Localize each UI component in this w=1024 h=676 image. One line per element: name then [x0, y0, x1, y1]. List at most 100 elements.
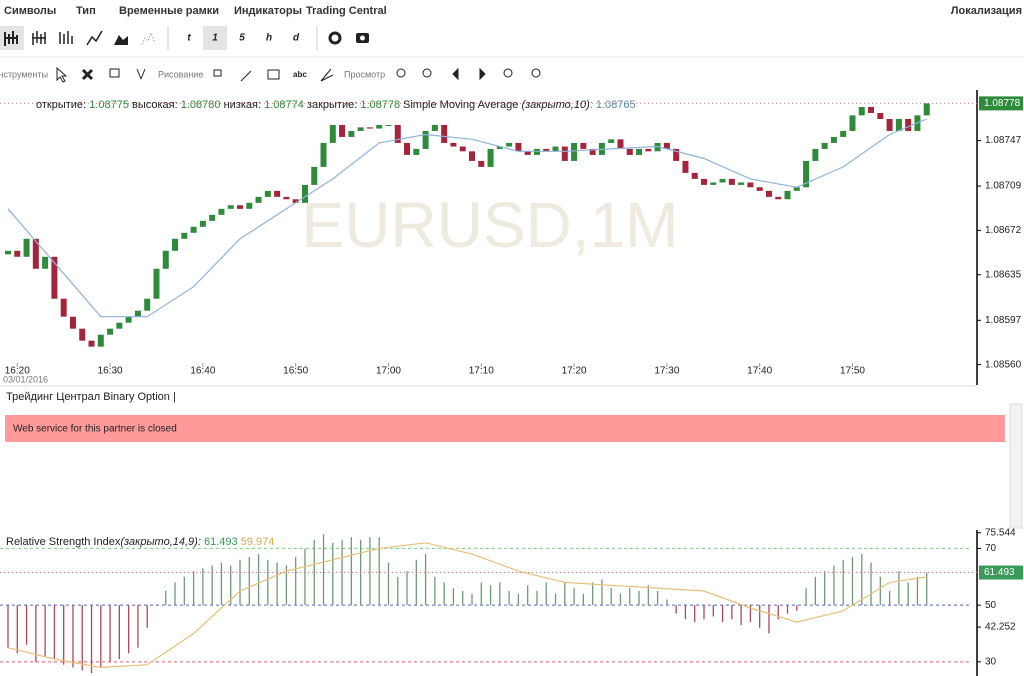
candle: [348, 130, 355, 137]
candle: [478, 160, 485, 167]
candle: [803, 160, 810, 188]
y-tick-label: 70: [985, 543, 997, 554]
y-tick-label: 30: [985, 656, 997, 667]
y-tick-label: 42.252: [985, 622, 1016, 633]
x-tick-label: 17:50: [840, 366, 865, 377]
candle: [765, 190, 772, 197]
candle: [79, 328, 86, 341]
icon-dots[interactable]: [141, 31, 156, 45]
icon-right[interactable]: [479, 67, 486, 81]
candle: [719, 178, 726, 183]
candle: [172, 238, 179, 251]
menu-item[interactable]: Индикаторы: [234, 5, 302, 17]
candle: [756, 187, 763, 191]
icon-hlc[interactable]: [59, 31, 73, 44]
icon-line[interactable]: [86, 30, 103, 46]
candle: [728, 178, 735, 185]
menu-item[interactable]: Символы: [4, 5, 56, 17]
candle: [682, 160, 689, 173]
candle: [246, 202, 253, 209]
timeframe-button[interactable]: h: [266, 33, 272, 44]
menu-item[interactable]: Trading Central: [306, 5, 387, 17]
alert-message: Web service for this partner is closed: [13, 424, 177, 435]
candle: [849, 115, 856, 131]
label: низкая:: [224, 99, 261, 111]
candle: [450, 142, 457, 147]
icon-trendline[interactable]: [240, 70, 252, 82]
candle: [533, 148, 540, 155]
icon-zoom-out[interactable]: [422, 68, 432, 78]
candle: [218, 208, 225, 215]
candle: [654, 142, 661, 152]
timeframe-button[interactable]: 5: [239, 33, 245, 44]
icon-select[interactable]: [109, 68, 120, 78]
candle: [580, 142, 587, 149]
candle: [153, 268, 160, 299]
x-tick-label: 16:20: [5, 366, 30, 377]
candle: [394, 124, 401, 143]
timeframe-button[interactable]: 1: [212, 33, 218, 44]
menu-item[interactable]: Временные рамки: [119, 5, 219, 17]
candle: [237, 205, 243, 209]
candle: [14, 250, 21, 257]
candle: [710, 182, 717, 185]
icon-settings[interactable]: [328, 31, 342, 45]
params: (закрыто,14,9):: [120, 536, 201, 548]
icon-copy[interactable]: [213, 69, 222, 77]
candle: [42, 256, 49, 269]
candle: [747, 182, 754, 188]
icon-cursor[interactable]: [56, 66, 68, 83]
timeframe-button[interactable]: d: [293, 33, 300, 44]
candle: [60, 298, 67, 317]
candle: [812, 148, 819, 161]
x-tick-label: 17:00: [376, 366, 401, 377]
rsi-chart: 75.544 70 50 42.252 30 61.493: [0, 527, 1023, 676]
icon-delete[interactable]: [81, 68, 94, 81]
icon-bars[interactable]: [32, 31, 46, 45]
active-button[interactable]: [203, 26, 227, 50]
candle: [366, 127, 373, 129]
candle: [283, 196, 290, 200]
icon-left[interactable]: [452, 67, 459, 81]
candle: [431, 124, 438, 131]
rsi-signal: [7, 542, 927, 669]
icon-rect[interactable]: [267, 69, 280, 80]
candle: [571, 142, 578, 161]
x-tick-label: 16:40: [190, 366, 215, 377]
candle: [320, 142, 327, 167]
y-tick-label: 50: [985, 600, 997, 611]
icon-zoom-in[interactable]: [396, 68, 406, 78]
candle: [292, 199, 299, 203]
candle: [413, 148, 420, 155]
candle: [487, 148, 494, 167]
timeframe-button[interactable]: t: [187, 33, 191, 44]
toolbar-label: Просмотр: [344, 69, 385, 79]
value: 1.08780: [181, 99, 221, 111]
icon-text[interactable]: abc: [293, 70, 307, 79]
icon-area[interactable]: [114, 35, 128, 45]
icon-magnet[interactable]: [136, 68, 146, 80]
value: 59.974: [241, 536, 275, 548]
label: высокая:: [132, 99, 178, 111]
candle: [404, 142, 411, 155]
icon-zoom-reset[interactable]: [531, 68, 541, 78]
icon-zoom-fit[interactable]: [503, 68, 513, 78]
candle: [868, 106, 875, 113]
menu-item[interactable]: Локализация: [951, 5, 1022, 17]
rsi-header: Relative Strength Index(закрыто,14,9): 6…: [6, 536, 274, 548]
icon-fib[interactable]: [320, 68, 334, 82]
candle: [663, 142, 670, 149]
chart-type-toolbar: t 1 5 h d: [0, 26, 369, 50]
candle: [125, 316, 132, 323]
x-tick-label: 17:10: [469, 366, 494, 377]
candle: [506, 142, 513, 147]
menu-item[interactable]: Тип: [76, 5, 96, 17]
value: 61.493: [204, 536, 238, 548]
candle: [301, 184, 308, 203]
candle: [515, 142, 522, 152]
candle: [144, 298, 151, 311]
scrollbar[interactable]: [1009, 403, 1023, 529]
candle: [339, 124, 346, 137]
candle: [255, 196, 262, 203]
current-price-badge: [979, 96, 1023, 111]
